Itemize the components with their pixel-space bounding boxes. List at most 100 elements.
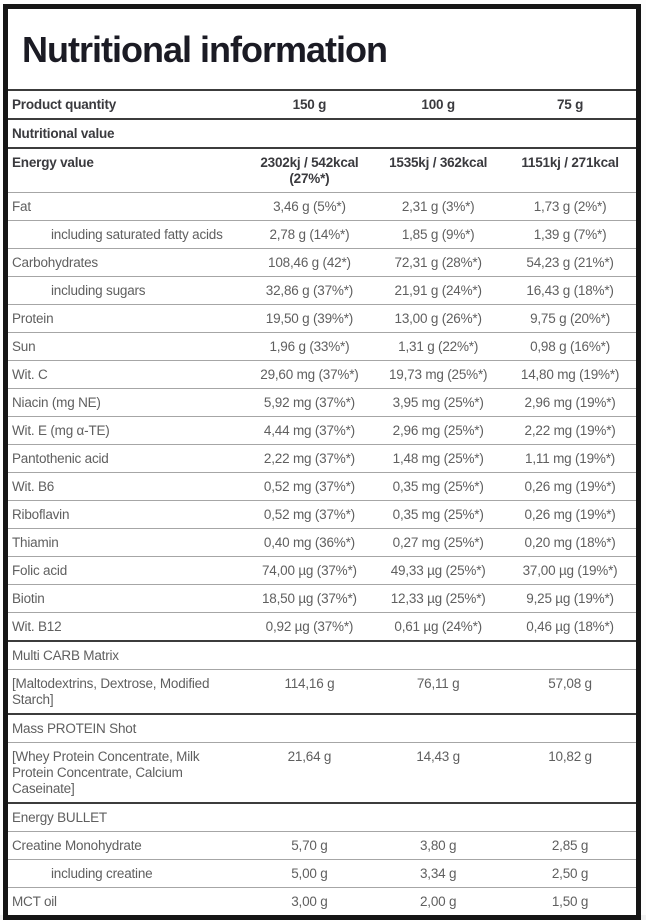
table-row: Folic acid 74,00 µg (37%*) 49,33 µg (25%*)… — [8, 556, 636, 585]
row-value: 1,96 g (33%*) — [246, 332, 373, 361]
row-label: Fat — [8, 192, 247, 221]
row-value: 37,00 µg (19%*) — [504, 556, 636, 585]
row-label: Product quantity — [12, 97, 117, 112]
row-value: 1151kj / 271kcal — [504, 147, 636, 193]
row-label: MCT oil — [8, 887, 247, 915]
table-row: [Maltodextrins, Dextrose, Modified Starc… — [8, 669, 636, 714]
row-value: 1,50 g — [504, 887, 636, 915]
row-value: 2,96 mg (25%*) — [372, 416, 505, 445]
row-value: 19,50 g (39%*) — [246, 304, 373, 333]
row-value: 4,44 mg (37%*) — [246, 416, 373, 445]
row-value: 49,33 µg (25%*) — [372, 556, 505, 585]
row-label: Pantothenic acid — [8, 444, 247, 473]
table-row: Wit. B12 0,92 µg (37%*) 0,61 µg (24%*) 0,46… — [8, 612, 636, 641]
row-label: Folic acid — [8, 556, 247, 585]
row-value: 57,08 g — [504, 669, 636, 714]
table-row: Multi CARB Matrix — [8, 640, 636, 670]
row-value: 1,48 mg (25%*) — [372, 444, 505, 473]
table-row: Mass PROTEIN Shot — [8, 713, 636, 743]
row-value: 75 g — [556, 97, 584, 112]
row-value: 19,73 mg (25%*) — [372, 360, 505, 389]
row-value: 114,16 g — [246, 669, 373, 714]
row-value: 2,96 mg (19%*) — [504, 388, 636, 417]
table-row: Protein 19,50 g (39%*) 13,00 g (26%*) 9,75 … — [8, 304, 636, 333]
table-row: including saturated fatty acids 2,78 g (1… — [8, 220, 636, 249]
nutrition-table-body: Product quantity 150 g 100 g 75 g Nutritiona… — [8, 91, 636, 915]
row-value: 3,00 g — [246, 887, 373, 915]
table-row: MCT oil 3,00 g 2,00 g 1,50 g — [8, 887, 636, 915]
row-label: Nutritional value — [8, 118, 636, 148]
table-row: Creatine Monohydrate 5,70 g 3,80 g 2,85 g — [8, 831, 636, 860]
row-value: 10,82 g — [504, 742, 636, 803]
row-value: 54,23 g (21%*) — [504, 248, 636, 277]
row-value: 12,33 µg (25%*) — [372, 584, 505, 613]
table-row: including sugars 32,86 g (37%*) 21,91 g (2… — [8, 276, 636, 305]
row-value: 0,35 mg (25%*) — [372, 500, 505, 529]
row-label: Niacin (mg NE) — [8, 388, 247, 417]
row-label: Wit. C — [8, 360, 247, 389]
table-row: including creatine 5,00 g 3,34 g 2,50 g — [8, 859, 636, 888]
table-row: Wit. E (mg α-TE) 4,44 mg (37%*) 2,96 mg (2… — [8, 416, 636, 445]
row-value: 76,11 g — [372, 669, 505, 714]
row-value: 0,92 µg (37%*) — [246, 612, 373, 641]
row-label: Creatine Monohydrate — [8, 831, 247, 860]
row-value: 3,80 g — [372, 831, 505, 860]
row-value: 1,11 mg (19%*) — [504, 444, 636, 473]
row-value: 2,50 g — [504, 859, 636, 888]
row-value: 0,46 µg (18%*) — [504, 612, 636, 641]
row-value: 9,75 g (20%*) — [504, 304, 636, 333]
row-label: including sugars — [8, 276, 247, 305]
row-value: 21,64 g — [246, 742, 373, 803]
row-value: 3,46 g (5%*) — [246, 192, 373, 221]
row-value: 1,39 g (7%*) — [504, 220, 636, 249]
table-row: Wit. C 29,60 mg (37%*) 19,73 mg (25%*) 14,8… — [8, 360, 636, 389]
nutrition-table: Product quantity 150 g 100 g 75 g Nutritiona… — [8, 91, 636, 915]
row-value: 5,92 mg (37%*) — [246, 388, 373, 417]
row-value: 0,52 mg (37%*) — [246, 500, 373, 529]
row-label: Protein — [8, 304, 247, 333]
row-value: 0,40 mg (36%*) — [246, 528, 373, 557]
row-value: 1,85 g (9%*) — [372, 220, 505, 249]
row-label: Energy BULLET — [8, 802, 636, 832]
row-value: 21,91 g (24%*) — [372, 276, 505, 305]
row-label: Wit. E (mg α-TE) — [8, 416, 247, 445]
row-value: 16,43 g (18%*) — [504, 276, 636, 305]
row-value: 100 g — [421, 97, 455, 112]
page-title: Nutritional information — [22, 29, 388, 70]
row-value: 2,00 g — [372, 887, 505, 915]
table-row: Carbohydrates 108,46 g (42*) 72,31 g (28%*… — [8, 248, 636, 277]
table-row: Riboflavin 0,52 mg (37%*) 0,35 mg (25%*) 0,… — [8, 500, 636, 529]
row-value: 2,85 g — [504, 831, 636, 860]
row-value: 0,98 g (16%*) — [504, 332, 636, 361]
row-value: 0,26 mg (19%*) — [504, 500, 636, 529]
row-label: Multi CARB Matrix — [8, 640, 636, 670]
table-row: Fat 3,46 g (5%*) 2,31 g (3%*) 1,73 g (2%*) — [8, 192, 636, 221]
row-value: 1535kj / 362kcal — [372, 147, 505, 193]
row-value: 2,78 g (14%*) — [246, 220, 373, 249]
row-label: Energy value — [8, 147, 247, 193]
table-row: Sun 1,96 g (33%*) 1,31 g (22%*) 0,98 g (16%… — [8, 332, 636, 361]
row-value: 2,22 mg (19%*) — [504, 416, 636, 445]
row-value: 14,80 mg (19%*) — [504, 360, 636, 389]
row-value: 0,20 mg (18%*) — [504, 528, 636, 557]
row-value: 13,00 g (26%*) — [372, 304, 505, 333]
table-row: Pantothenic acid 2,22 mg (37%*) 1,48 mg (2… — [8, 444, 636, 473]
row-label: Mass PROTEIN Shot — [8, 713, 636, 743]
row-value: 0,35 mg (25%*) — [372, 472, 505, 501]
row-label: Wit. B6 — [8, 472, 247, 501]
row-label: Riboflavin — [8, 500, 247, 529]
table-row: Wit. B6 0,52 mg (37%*) 0,35 mg (25%*) 0,26 … — [8, 472, 636, 501]
row-value: 5,00 g — [246, 859, 373, 888]
table-row: Energy BULLET — [8, 802, 636, 832]
row-value: 1,31 g (22%*) — [372, 332, 505, 361]
row-label: [Maltodextrins, Dextrose, Modified Starc… — [8, 669, 247, 714]
row-value: 2,22 mg (37%*) — [246, 444, 373, 473]
row-value: 72,31 g (28%*) — [372, 248, 505, 277]
row-value: 9,25 µg (19%*) — [504, 584, 636, 613]
table-row: Energy value 2302kj / 542kcal (27%*) 1535k… — [8, 147, 636, 193]
row-label: Sun — [8, 332, 247, 361]
table-row: Niacin (mg NE) 5,92 mg (37%*) 3,95 mg (25%… — [8, 388, 636, 417]
row-value: 2,31 g (3%*) — [372, 192, 505, 221]
row-value: 14,43 g — [372, 742, 505, 803]
